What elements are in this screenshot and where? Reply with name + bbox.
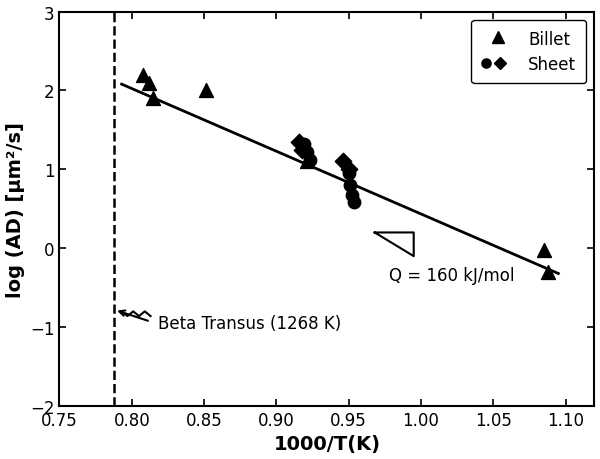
Point — [295, 139, 304, 146]
Point — [347, 191, 356, 199]
Text: Q = 160 kJ/mol: Q = 160 kJ/mol — [389, 266, 515, 284]
Point — [139, 72, 148, 79]
Point — [539, 246, 548, 254]
Point — [344, 170, 353, 178]
Point — [149, 95, 158, 103]
Legend: Billet, Sheet: Billet, Sheet — [472, 21, 586, 84]
Point — [350, 199, 359, 207]
Point — [145, 80, 154, 87]
Point — [338, 158, 347, 166]
Point — [344, 166, 353, 174]
Point — [201, 88, 211, 95]
X-axis label: 1000/T(K): 1000/T(K) — [274, 435, 380, 453]
Point — [305, 157, 314, 164]
Point — [544, 269, 553, 276]
Y-axis label: log (AD) [μm²/s]: log (AD) [μm²/s] — [5, 122, 25, 297]
Text: Beta Transus (1268 K): Beta Transus (1268 K) — [158, 314, 341, 332]
Point — [302, 149, 311, 157]
Point — [302, 158, 311, 166]
Point — [345, 182, 355, 190]
Point — [299, 141, 308, 148]
Point — [298, 147, 307, 155]
